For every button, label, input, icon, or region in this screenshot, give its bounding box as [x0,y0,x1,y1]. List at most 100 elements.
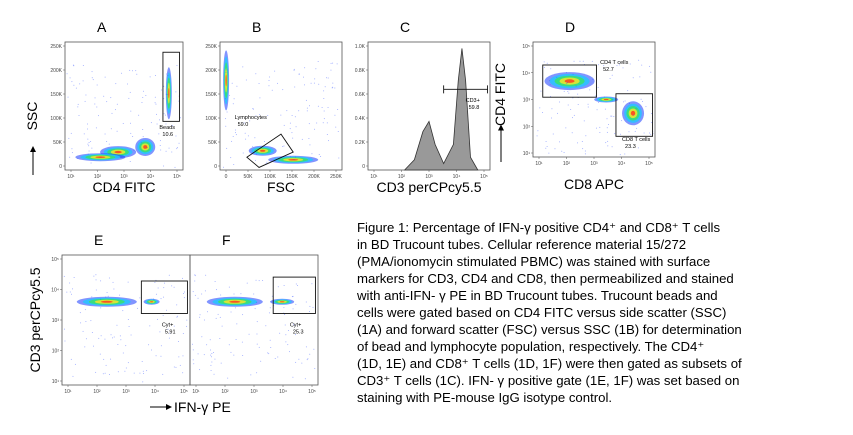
event-dot [113,336,115,338]
event-dot [636,127,638,129]
y-tick-label: 100K [50,116,62,122]
gate-label: CD3+ [466,98,480,104]
event-dot [256,333,258,335]
event-dot [139,297,141,299]
event-dot [154,96,156,98]
event-dot [289,156,291,158]
event-dot [236,323,238,325]
event-dot [132,135,134,137]
event-dot [127,319,129,321]
event-dot [291,296,293,298]
event-dot [323,118,325,120]
y-tick-label: 100K [205,116,217,122]
event-dot [87,128,89,130]
event-dot [648,65,650,67]
event-dot [72,288,74,290]
event-dot [163,287,165,289]
event-dot [279,332,281,334]
event-dot [91,71,93,73]
event-dot [163,165,165,167]
event-dot [235,132,237,134]
event-dot [232,103,234,105]
event-dot [294,156,296,158]
event-dot [74,363,76,365]
event-dot [194,275,196,277]
event-dot [193,363,195,365]
event-dot [142,136,144,138]
event-dot [159,140,161,142]
event-dot [309,353,311,355]
event-dot [92,79,94,81]
event-dot [129,91,131,93]
event-dot [318,83,320,85]
event-dot [177,315,179,317]
event-dot [156,318,158,320]
event-dot [301,362,303,364]
event-dot [306,359,308,361]
event-dot [289,128,291,130]
event-dot [641,64,643,66]
gate-label: Beads [159,125,175,131]
event-dot [178,142,180,144]
event-dot [171,285,173,287]
event-dot [78,115,80,117]
event-dot [94,103,96,105]
event-dot [175,135,177,137]
x-tick-label: 200K [308,174,320,180]
event-dot [563,90,565,92]
histogram [403,48,479,171]
event-dot [173,286,175,288]
event-dot [314,128,316,130]
event-dot [305,301,307,303]
event-dot [192,349,194,351]
event-dot [264,141,266,143]
event-dot [639,76,641,78]
event-dot [122,310,124,312]
cell-density [288,158,299,161]
event-dot [650,113,652,115]
event-dot [77,103,79,105]
event-dot [82,330,84,332]
gate-label: Cyt+ [162,323,173,329]
event-dot [150,122,152,124]
event-dot [103,358,105,360]
event-dot [585,135,587,137]
event-dot [246,282,248,284]
event-dot [610,115,612,117]
event-dot [129,161,131,163]
event-dot [325,77,327,79]
event-dot [104,338,106,340]
event-dot [607,145,609,147]
event-dot [581,140,583,142]
event-dot [274,70,276,72]
event-dot [226,69,228,71]
event-dot [213,373,215,375]
event-dot [269,76,271,78]
event-dot [148,301,150,303]
gate-label: CD4 T cells [600,60,628,66]
event-dot [632,77,634,79]
event-dot [230,351,232,353]
event-dot [233,354,235,356]
panel-letter: C [400,19,410,35]
event-dot [292,308,294,310]
event-dot [110,358,112,360]
y-tick-label: 0 [362,164,365,170]
event-dot [71,81,73,83]
event-dot [291,132,293,134]
event-dot [162,314,164,316]
gate-label: Cyt+ [290,323,301,329]
event-dot [314,78,316,80]
event-dot [250,374,252,376]
y-tick-label: 10³ [523,98,531,104]
event-dot [266,161,268,163]
event-dot [178,356,180,358]
event-dot [548,152,550,154]
event-dot [577,93,579,95]
event-dot [280,114,282,116]
cell-density [229,300,241,303]
event-dot [233,293,235,295]
event-dot [283,145,285,147]
gate-value: 10.6 [162,132,173,138]
event-dot [243,122,245,124]
